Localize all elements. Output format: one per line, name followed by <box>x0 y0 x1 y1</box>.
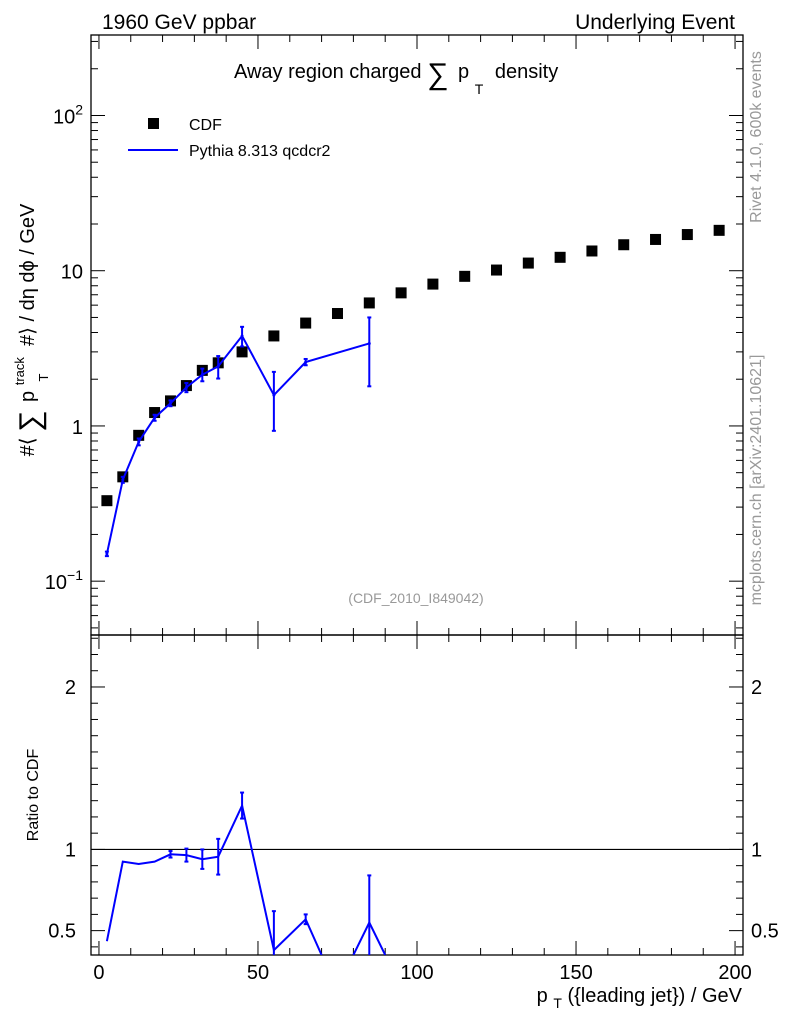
title-suffix: density <box>495 61 558 83</box>
ylabel-hash-open: #⟨ <box>17 437 39 456</box>
ratio-y-tick-label-right: 1 <box>751 839 762 861</box>
title-p: p <box>458 61 469 83</box>
main-data-layer <box>101 224 725 558</box>
cdf-point <box>133 429 145 441</box>
ylabel-sum-symbol: ∑ <box>14 411 47 432</box>
ratio-frame <box>90 634 744 956</box>
x-tick-labels: 0 50 100 150 200 <box>93 962 751 984</box>
ratio-y-tick-label-right: 0.5 <box>751 921 779 943</box>
ratio-data-layer <box>105 791 387 955</box>
pythia-point <box>240 334 244 338</box>
x-tick-label: 50 <box>247 962 269 984</box>
pythia-point <box>304 360 308 364</box>
cdf-point <box>300 317 312 329</box>
ylabel-sup-track: track <box>12 357 27 386</box>
x-tick-label: 100 <box>400 962 433 984</box>
pythia-point <box>121 478 125 482</box>
legend-label-pythia: Pythia 8.313 qcdcr2 <box>189 143 331 160</box>
mcplots-label: mcplots.cern.ch [arXiv:2401.10621] <box>748 355 765 606</box>
ylabel-sub-t: T <box>36 374 51 382</box>
cdf-point <box>586 245 598 257</box>
legend-label-cdf: CDF <box>189 117 222 134</box>
title-sum-symbol: ∑ <box>427 58 448 91</box>
cdf-point <box>268 330 280 342</box>
pythia-point <box>184 385 188 389</box>
ratio-y-tick-label-left: 2 <box>65 677 76 699</box>
cdf-point <box>522 257 534 269</box>
cdf-point <box>363 297 375 309</box>
xlabel-sub-t: T <box>553 995 562 1011</box>
y-tick-label: 10 <box>61 262 83 284</box>
ratio-y-axis-label: Ratio to CDF <box>25 749 42 842</box>
x-tick-label: 0 <box>93 962 104 984</box>
legend-marker-cdf <box>148 118 159 129</box>
ratio-y-tick-label-left: 0.5 <box>48 921 76 943</box>
ratio-panel: 0.5 0.5 1 1 2 2 0 50 100 150 200 <box>48 634 779 984</box>
cdf-point <box>395 287 407 299</box>
y-tick-label: 10−1 <box>45 567 83 594</box>
y-tick-label: 1 <box>72 417 83 439</box>
y-tick-label: 102 <box>53 101 83 128</box>
ylabel-p: p <box>17 391 39 402</box>
ratio-y-tick-label-left: 1 <box>65 839 76 861</box>
plot-title: Away region charged ∑ p T density <box>234 58 558 99</box>
x-axis-label: p T ({leading jet}) / GeV <box>537 985 743 1013</box>
pythia-point <box>153 416 157 420</box>
header-right: Underlying Event <box>575 11 735 34</box>
pythia-point <box>367 341 371 345</box>
cdf-point <box>618 239 630 251</box>
rivet-label: Rivet 4.1.0, 600k events <box>748 51 765 223</box>
cdf-point <box>427 278 439 290</box>
pythia-point <box>216 364 220 368</box>
ratio-y-tick-label-right: 2 <box>751 677 762 699</box>
main-panel: 10−1 1 10 102 Away region charged ∑ p T den… <box>45 34 744 636</box>
title-sub-t: T <box>475 81 484 97</box>
ratio-y-tick-labels: 0.5 0.5 1 1 2 2 <box>48 677 779 943</box>
cdf-point <box>459 270 471 282</box>
cdf-point <box>331 308 343 320</box>
main-y-tick-labels: 10−1 1 10 102 <box>45 101 83 594</box>
cdf-point <box>650 233 662 245</box>
title-prefix: Away region charged <box>234 61 422 83</box>
cdf-point <box>713 224 725 236</box>
pythia-point <box>200 373 204 377</box>
cdf-point <box>491 264 503 276</box>
pythia-point <box>272 393 276 397</box>
ratio-pythia-line <box>105 802 323 955</box>
xlabel-p: p <box>537 985 548 1007</box>
ratio-axis-ticks <box>91 635 743 955</box>
main-y-axis-label: #⟨ ∑ p track T #⟩ / dη dϕ / GeV <box>7 203 53 456</box>
cdf-point <box>554 251 566 263</box>
legend: CDF Pythia 8.313 qcdcr2 <box>128 117 331 160</box>
main-axis-ticks <box>91 35 743 635</box>
header-left: 1960 GeV ppbar <box>102 11 256 34</box>
cdf-point <box>101 495 113 507</box>
pythia-line <box>105 334 370 555</box>
ylabel-rest: #⟩ / dη dϕ / GeV <box>17 203 39 346</box>
cdf-point <box>681 229 693 241</box>
pythia-point <box>169 401 173 405</box>
pythia-point <box>137 440 141 444</box>
analysis-id: (CDF_2010_I849042) <box>348 590 483 606</box>
cdf-point <box>149 407 161 419</box>
xlabel-rest: ({leading jet}) / GeV <box>567 985 742 1007</box>
cdf-point <box>236 346 248 358</box>
x-tick-label: 150 <box>559 962 592 984</box>
x-tick-label: 200 <box>718 962 751 984</box>
pythia-point <box>105 552 109 556</box>
